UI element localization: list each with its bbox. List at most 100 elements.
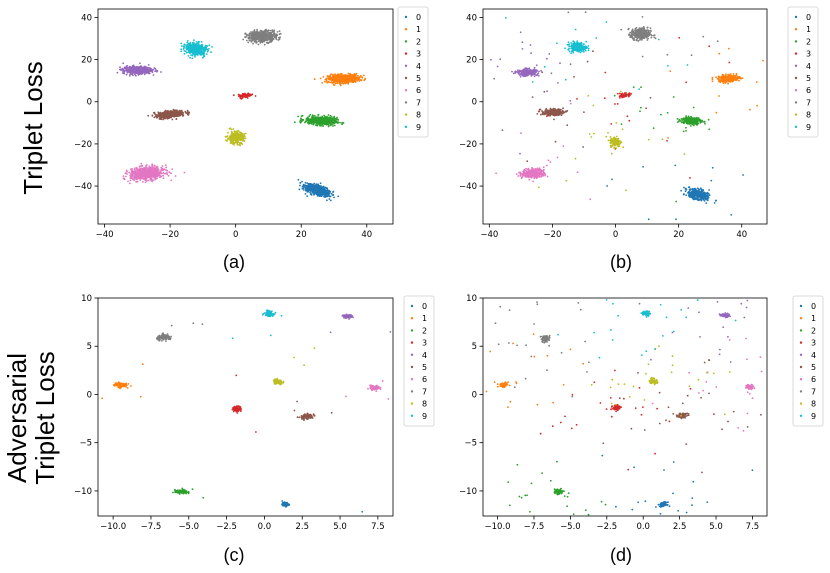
- point: [258, 37, 260, 39]
- point: [683, 186, 685, 189]
- point: [149, 169, 152, 172]
- point: [306, 195, 309, 198]
- point: [346, 76, 348, 79]
- point: [333, 121, 336, 124]
- point: [203, 51, 205, 54]
- point: [685, 188, 688, 191]
- point: [123, 178, 126, 181]
- point: [330, 73, 332, 76]
- point: [146, 172, 149, 175]
- y-tick-label: 0: [87, 98, 92, 108]
- point: [230, 128, 233, 131]
- point: [127, 180, 129, 183]
- point: [327, 121, 329, 124]
- point: [358, 76, 360, 79]
- point: [234, 134, 237, 137]
- point: [143, 73, 146, 76]
- point: [363, 74, 365, 77]
- point: [332, 118, 335, 121]
- point: [323, 187, 325, 190]
- point: [264, 32, 267, 35]
- point: [164, 114, 167, 116]
- point: [182, 48, 185, 50]
- point: [308, 189, 311, 192]
- point: [354, 80, 357, 83]
- point: [243, 140, 246, 143]
- row-label-adversarial: Adversarial: [2, 353, 32, 483]
- point: [129, 179, 132, 182]
- point: [303, 189, 305, 191]
- point: [324, 186, 327, 189]
- point: [313, 189, 316, 192]
- point: [161, 167, 164, 170]
- point: [324, 115, 326, 118]
- point: [241, 139, 244, 142]
- point: [122, 62, 125, 65]
- point: [313, 193, 315, 196]
- legend-label: 5: [416, 74, 421, 83]
- point: [242, 95, 244, 98]
- point: [147, 114, 150, 117]
- point: [142, 67, 144, 69]
- point: [161, 165, 164, 167]
- point: [314, 120, 317, 123]
- point: [348, 79, 351, 81]
- point: [138, 171, 141, 174]
- legend-marker: [404, 76, 408, 80]
- point: [328, 120, 331, 122]
- point: [145, 71, 148, 73]
- point: [317, 188, 320, 191]
- point: [166, 110, 169, 112]
- point: [313, 182, 316, 185]
- point: [130, 73, 133, 76]
- point: [350, 80, 352, 83]
- point: [298, 188, 301, 191]
- y-tick-label: 40: [81, 13, 92, 23]
- legend-label: 0: [416, 13, 421, 22]
- legend-label: 1: [416, 25, 421, 34]
- legend-label: 6: [416, 86, 421, 95]
- point: [155, 175, 158, 178]
- point: [151, 114, 154, 117]
- point: [233, 144, 235, 146]
- point: [174, 110, 177, 113]
- point: [278, 30, 281, 33]
- point: [162, 177, 165, 180]
- point: [316, 120, 319, 123]
- point: [267, 39, 269, 41]
- point: [333, 120, 335, 122]
- point: [338, 80, 340, 83]
- point: [150, 177, 153, 180]
- point: [242, 93, 245, 96]
- point: [310, 184, 313, 186]
- point: [142, 173, 145, 176]
- point: [351, 80, 354, 83]
- point: [202, 48, 205, 51]
- point: [205, 53, 208, 55]
- point: [211, 46, 213, 48]
- legend-label: 7: [416, 98, 421, 107]
- point: [319, 185, 322, 188]
- point: [168, 171, 171, 173]
- point: [327, 75, 329, 78]
- point: [356, 76, 359, 79]
- point: [250, 39, 252, 42]
- point: [175, 118, 178, 120]
- point: [138, 70, 141, 73]
- point: [327, 80, 330, 83]
- point: [300, 117, 302, 120]
- point: [141, 176, 143, 178]
- point: [271, 30, 274, 33]
- point: [328, 116, 330, 119]
- point: [208, 48, 210, 50]
- point: [685, 194, 688, 197]
- point: [318, 123, 321, 126]
- point: [269, 38, 271, 40]
- point: [227, 131, 229, 134]
- point: [347, 78, 349, 80]
- point: [174, 113, 177, 116]
- point: [249, 32, 252, 35]
- point: [329, 75, 331, 78]
- point: [188, 49, 191, 52]
- point: [138, 174, 140, 177]
